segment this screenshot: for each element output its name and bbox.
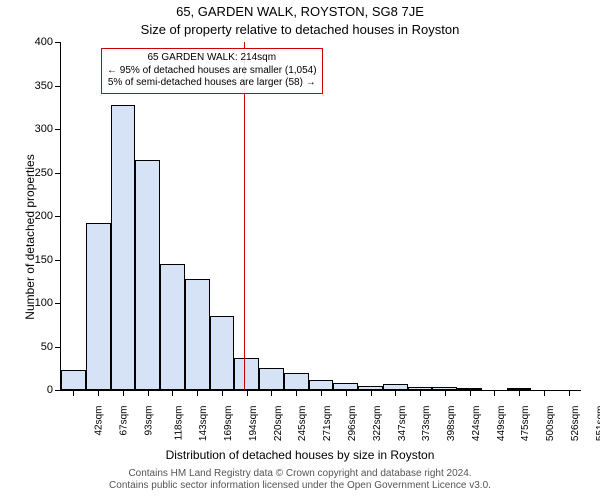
histogram-bar bbox=[111, 105, 136, 390]
x-tick bbox=[569, 390, 570, 396]
x-tick bbox=[494, 390, 495, 396]
histogram-bar bbox=[309, 380, 334, 390]
y-tick-label: 100 bbox=[35, 297, 53, 309]
x-tick-label: 347sqm bbox=[397, 406, 408, 442]
histogram-bar bbox=[284, 373, 309, 390]
y-tick bbox=[55, 303, 61, 304]
x-tick bbox=[222, 390, 223, 396]
x-tick-label: 296sqm bbox=[347, 406, 358, 442]
histogram-bar bbox=[61, 370, 86, 390]
x-tick-label: 245sqm bbox=[298, 406, 309, 442]
histogram-bar bbox=[86, 223, 111, 390]
y-tick bbox=[55, 347, 61, 348]
annotation-line: 5% of semi-detached houses are larger (5… bbox=[107, 77, 317, 90]
x-tick-label: 93sqm bbox=[143, 406, 154, 436]
x-tick-label: 194sqm bbox=[248, 406, 259, 442]
x-tick bbox=[73, 390, 74, 396]
page-title-line1: 65, GARDEN WALK, ROYSTON, SG8 7JE bbox=[0, 4, 600, 19]
footer-line1: Contains HM Land Registry data © Crown c… bbox=[128, 468, 471, 479]
x-axis-label: Distribution of detached houses by size … bbox=[0, 448, 600, 462]
histogram-bar bbox=[259, 368, 284, 390]
x-tick bbox=[172, 390, 173, 396]
x-tick bbox=[247, 390, 248, 396]
histogram-bar bbox=[234, 358, 259, 390]
x-tick-label: 475sqm bbox=[520, 406, 531, 442]
x-tick-label: 373sqm bbox=[421, 406, 432, 442]
x-tick-label: 67sqm bbox=[119, 406, 130, 436]
histogram-bar bbox=[135, 160, 160, 390]
page-title-line2: Size of property relative to detached ho… bbox=[0, 22, 600, 37]
histogram-bar bbox=[185, 279, 210, 390]
y-tick bbox=[55, 86, 61, 87]
x-tick bbox=[445, 390, 446, 396]
y-tick bbox=[55, 390, 61, 391]
x-tick bbox=[98, 390, 99, 396]
x-tick-label: 551sqm bbox=[595, 406, 600, 442]
y-tick bbox=[55, 42, 61, 43]
x-tick-label: 118sqm bbox=[173, 406, 184, 441]
y-tick-label: 400 bbox=[35, 36, 53, 48]
y-tick-label: 200 bbox=[35, 210, 53, 222]
y-tick-label: 150 bbox=[35, 254, 53, 266]
histogram-bar bbox=[160, 264, 185, 390]
property-marker-line bbox=[244, 42, 245, 390]
y-tick bbox=[55, 129, 61, 130]
x-tick bbox=[296, 390, 297, 396]
histogram-bar bbox=[333, 383, 358, 390]
annotation-line: 65 GARDEN WALK: 214sqm bbox=[107, 52, 317, 65]
histogram-plot: 05010015020025030035040042sqm67sqm93sqm1… bbox=[60, 42, 581, 391]
x-tick-label: 526sqm bbox=[570, 406, 581, 442]
x-tick bbox=[123, 390, 124, 396]
x-tick bbox=[544, 390, 545, 396]
y-tick-label: 50 bbox=[41, 341, 53, 353]
x-tick bbox=[321, 390, 322, 396]
y-tick-label: 300 bbox=[35, 123, 53, 135]
x-tick-label: 449sqm bbox=[496, 406, 507, 442]
x-tick-label: 500sqm bbox=[545, 406, 556, 442]
y-tick-label: 0 bbox=[47, 384, 53, 396]
footer-attribution: Contains HM Land Registry data © Crown c… bbox=[0, 468, 600, 492]
histogram-bar bbox=[210, 316, 235, 390]
y-tick-label: 250 bbox=[35, 167, 53, 179]
x-tick bbox=[420, 390, 421, 396]
annotation-box: 65 GARDEN WALK: 214sqm← 95% of detached … bbox=[101, 48, 323, 94]
x-tick bbox=[271, 390, 272, 396]
x-tick-label: 169sqm bbox=[223, 406, 234, 442]
x-tick bbox=[371, 390, 372, 396]
x-tick-label: 220sqm bbox=[273, 406, 284, 442]
x-tick-label: 398sqm bbox=[446, 406, 457, 442]
x-tick bbox=[519, 390, 520, 396]
x-tick-label: 322sqm bbox=[372, 406, 383, 442]
x-tick bbox=[395, 390, 396, 396]
x-tick-label: 424sqm bbox=[471, 406, 482, 442]
annotation-line: ← 95% of detached houses are smaller (1,… bbox=[107, 65, 317, 78]
x-tick-label: 143sqm bbox=[199, 406, 210, 442]
x-tick bbox=[346, 390, 347, 396]
y-tick bbox=[55, 216, 61, 217]
x-tick-label: 42sqm bbox=[94, 406, 105, 436]
x-tick bbox=[148, 390, 149, 396]
x-tick bbox=[197, 390, 198, 396]
x-tick bbox=[470, 390, 471, 396]
footer-line2: Contains public sector information licen… bbox=[109, 480, 491, 491]
y-tick bbox=[55, 173, 61, 174]
y-tick-label: 350 bbox=[35, 80, 53, 92]
y-tick bbox=[55, 260, 61, 261]
x-tick-label: 271sqm bbox=[322, 406, 333, 442]
